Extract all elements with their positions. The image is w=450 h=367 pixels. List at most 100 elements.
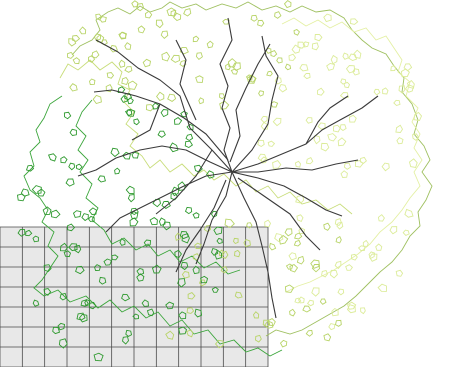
- leaf-marker: [181, 270, 190, 279]
- leaf-marker: [75, 163, 83, 171]
- canopy-outline-left: [23, 95, 283, 357]
- leaf-marker: [75, 265, 85, 275]
- leaf-marker: [58, 338, 68, 349]
- leaf-marker: [31, 185, 42, 194]
- branch: [219, 17, 233, 173]
- leaf-marker: [368, 251, 375, 260]
- leaf-marker: [373, 88, 381, 96]
- leaf-marker: [174, 117, 183, 125]
- leaf-marker: [63, 111, 72, 120]
- leaf-marker: [121, 293, 131, 302]
- leaf-marker: [294, 232, 303, 240]
- leaf-marker: [213, 226, 223, 236]
- leaf-marker: [186, 123, 194, 131]
- leaf-marker: [60, 242, 69, 252]
- leaf-marker: [326, 62, 336, 71]
- leaf-marker: [303, 72, 311, 80]
- leaf-marker: [225, 62, 231, 71]
- leaf-marker: [302, 305, 312, 313]
- leaf-marker: [125, 329, 133, 337]
- leaf-marker: [270, 50, 278, 58]
- leaf-marker: [288, 252, 297, 261]
- leaf-marker: [81, 213, 89, 222]
- leaf-marker: [310, 259, 320, 269]
- leaf-marker: [152, 102, 160, 110]
- leaf-marker: [327, 133, 338, 142]
- leaf-marker: [166, 7, 177, 17]
- leaf-marker: [106, 72, 115, 79]
- branch: [131, 103, 161, 141]
- leaf-marker: [270, 101, 279, 108]
- leaf-marker: [340, 170, 348, 178]
- leaf-marker: [216, 237, 223, 245]
- leaf-marker: [80, 299, 89, 307]
- leaf-marker: [264, 219, 272, 228]
- leaf-marker: [359, 156, 367, 164]
- leaf-marker: [328, 323, 336, 331]
- leaf-marker: [295, 194, 305, 204]
- leaf-marker: [160, 109, 169, 118]
- leaf-marker: [78, 313, 88, 323]
- leaf-marker: [284, 63, 292, 71]
- leaf-marker: [160, 30, 169, 40]
- leaf-marker: [337, 137, 347, 147]
- leaf-marker: [395, 269, 404, 277]
- leaf-marker: [167, 93, 177, 102]
- leaf-marker: [57, 322, 66, 331]
- leaf-marker: [408, 158, 418, 169]
- leaf-marker: [42, 206, 52, 216]
- leaf-marker: [284, 228, 293, 237]
- leaf-marker: [32, 235, 39, 243]
- leaf-marker: [93, 352, 104, 362]
- leaf-marker: [184, 206, 193, 215]
- leaf-marker: [187, 292, 196, 300]
- leaf-marker: [198, 97, 204, 105]
- leaf-marker: [291, 44, 301, 54]
- leaf-marker: [93, 33, 101, 42]
- leaf-marker: [186, 307, 195, 314]
- leaf-marker: [165, 301, 175, 310]
- leaf-marker: [389, 226, 398, 235]
- leaf-marker: [294, 297, 302, 304]
- leaf-marker: [114, 167, 121, 175]
- leaf-marker: [274, 77, 282, 85]
- leaf-marker: [127, 97, 134, 105]
- leaf-marker: [348, 114, 357, 123]
- leaf-marker: [210, 247, 219, 256]
- leaf-marker: [272, 117, 282, 127]
- leaf-marker: [400, 68, 410, 78]
- leaf-marker: [334, 218, 342, 227]
- leaf-marker: [317, 87, 325, 96]
- leaf-marker: [195, 75, 204, 83]
- leaf-marker: [350, 18, 359, 25]
- leaf-marker: [121, 76, 129, 86]
- leaf-marker: [92, 94, 102, 105]
- leaf-marker: [382, 87, 389, 95]
- leaf-marker: [403, 63, 413, 72]
- leaf-marker: [398, 85, 406, 94]
- leaf-marker: [288, 53, 297, 61]
- branch: [229, 43, 271, 163]
- leaf-marker: [25, 229, 33, 237]
- leaf-marker: [88, 301, 97, 310]
- leaf-marker: [340, 78, 347, 85]
- leaf-marker: [243, 238, 251, 248]
- leaf-marker: [122, 336, 129, 345]
- leaf-marker: [302, 41, 310, 48]
- leaf-marker: [339, 92, 349, 99]
- leaf-marker: [343, 81, 351, 89]
- leaf-marker: [345, 65, 356, 74]
- leaf-marker: [321, 269, 329, 278]
- leaf-marker: [192, 265, 200, 275]
- leaf-marker: [72, 210, 82, 218]
- leaf-marker: [93, 264, 102, 271]
- leaf-marker: [151, 264, 162, 274]
- leaf-marker: [122, 151, 131, 160]
- branch: [237, 177, 321, 251]
- leaf-marker: [67, 51, 75, 59]
- leaf-marker: [141, 299, 149, 307]
- leaf-marker: [47, 153, 57, 162]
- leaf-marker: [360, 307, 366, 315]
- branch: [195, 171, 233, 265]
